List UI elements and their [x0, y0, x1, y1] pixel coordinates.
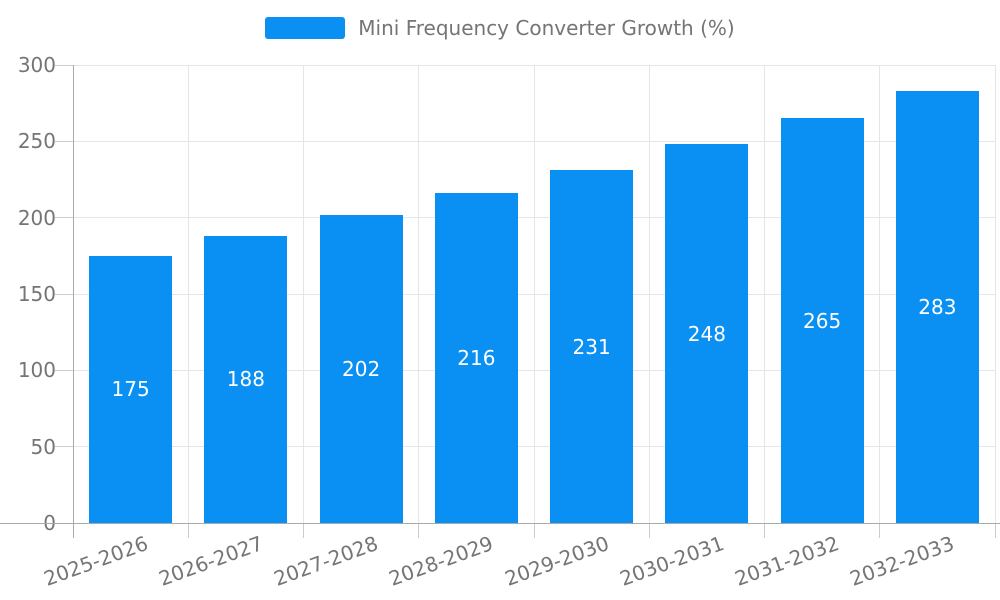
x-axis-tick — [879, 523, 881, 538]
bar-2029-2030[interactable]: 231 — [550, 170, 634, 523]
bar-value-label: 175 — [111, 377, 150, 402]
y-axis-tick — [55, 140, 73, 142]
x-axis-tick — [187, 523, 189, 538]
y-axis-tick-label: 300 — [17, 53, 56, 77]
x-gridline — [648, 65, 650, 523]
bar-value-label: 202 — [342, 356, 381, 381]
x-gridline — [879, 65, 881, 523]
legend-swatch — [265, 17, 346, 39]
x-gridline — [533, 65, 535, 523]
x-axis-tick — [764, 523, 765, 538]
y-axis-tick — [55, 64, 73, 66]
y-axis-tick — [55, 369, 73, 371]
y-axis-tick — [55, 293, 73, 295]
x-gridline — [303, 65, 304, 523]
bar-value-label: 248 — [687, 321, 726, 346]
x-gridline — [187, 65, 189, 523]
y-axis-tick-label: 50 — [30, 434, 56, 459]
bar-2031-2032[interactable]: 265 — [780, 118, 864, 523]
y-axis-tick — [55, 217, 73, 219]
y-axis-tick — [55, 446, 73, 448]
bar-2025-2026[interactable]: 175 — [89, 255, 173, 523]
bar-value-label: 265 — [803, 308, 842, 333]
x-axis-category-label: 2031-2032 — [731, 531, 843, 591]
bar-value-label: 283 — [918, 294, 957, 319]
x-axis-category-label: 2032-2033 — [846, 531, 958, 591]
x-axis-category-label: 2025-2026 — [40, 531, 151, 591]
x-axis-tick — [994, 523, 996, 538]
bar-value-label: 188 — [226, 367, 265, 392]
x-axis-category-label: 2027-2028 — [270, 531, 382, 591]
x-gridline — [994, 65, 996, 523]
x-axis-tick — [303, 523, 304, 538]
x-axis-category-label: 2030-2031 — [616, 531, 728, 591]
legend-label: Mini Frequency Converter Growth (%) — [358, 16, 735, 40]
chart-legend[interactable]: Mini Frequency Converter Growth (%) — [0, 16, 1000, 40]
bar-2030-2031[interactable]: 248 — [665, 144, 749, 523]
y-axis-tick-label: 200 — [17, 205, 56, 230]
y-axis-tick-label: 150 — [17, 282, 56, 306]
x-gridline — [418, 65, 420, 523]
bar-value-label: 231 — [572, 334, 611, 359]
bar-2026-2027[interactable]: 188 — [204, 235, 288, 523]
bar-2027-2028[interactable]: 202 — [319, 214, 403, 523]
y-axis-tick-label: 100 — [17, 358, 56, 383]
x-axis-tick — [533, 523, 535, 538]
x-axis-category-label: 2026-2027 — [155, 531, 267, 591]
x-axis-line — [0, 522, 1000, 524]
y-axis-line — [72, 65, 74, 538]
bar-value-label: 216 — [457, 346, 496, 371]
x-axis-tick — [418, 523, 420, 538]
y-axis-tick-label: 250 — [17, 129, 56, 154]
x-axis-tick — [648, 523, 650, 538]
x-gridline — [764, 65, 765, 523]
x-axis-category-label: 2029-2030 — [501, 531, 612, 591]
bar-2028-2029[interactable]: 216 — [434, 193, 518, 523]
bar-2032-2033[interactable]: 283 — [895, 90, 979, 523]
x-axis-category-label: 2028-2029 — [385, 531, 497, 591]
